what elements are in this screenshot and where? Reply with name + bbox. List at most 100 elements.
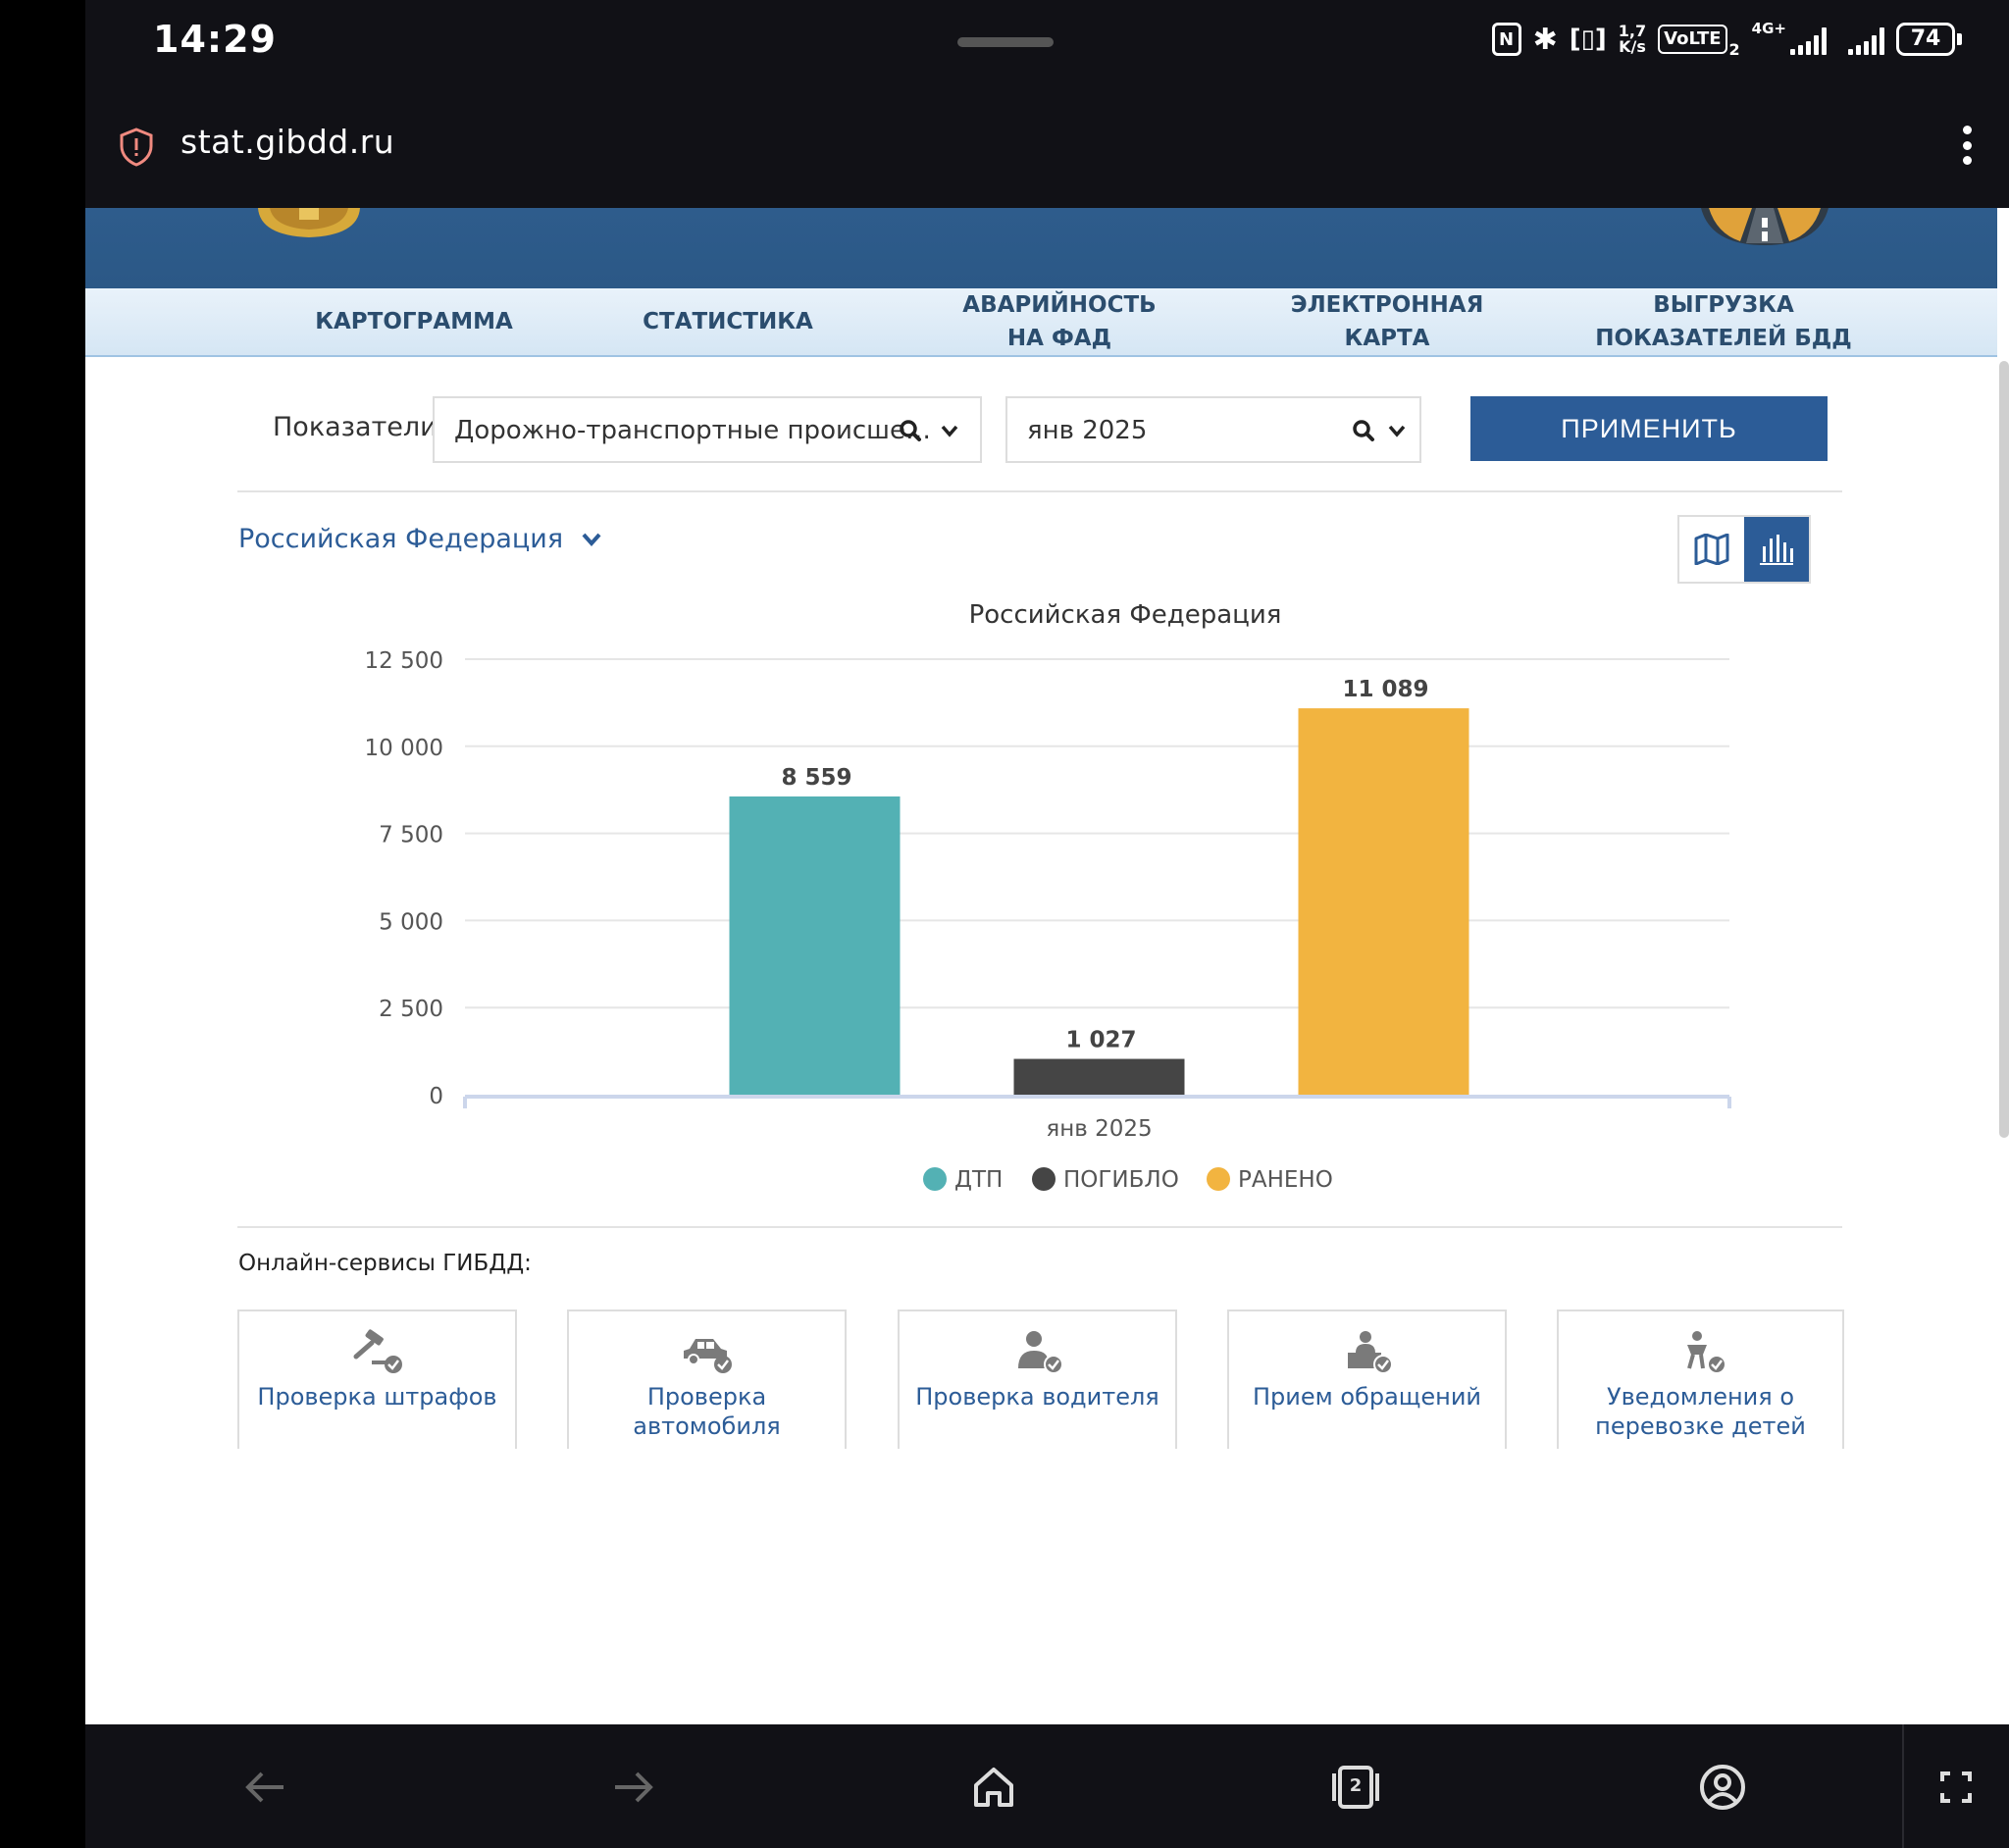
divider <box>237 1226 1842 1228</box>
legend-item: ДТП <box>954 1167 1003 1193</box>
service-label: Проверка автомобиля <box>633 1383 781 1440</box>
signal-sim1-icon <box>1790 24 1827 55</box>
car-check-icon <box>683 1339 732 1373</box>
bottom-nav-divider <box>1902 1724 1904 1848</box>
bar-ДТП <box>729 796 901 1095</box>
indicator-value: Дорожно-транспортные происше… <box>454 416 931 445</box>
legend-marker <box>1032 1167 1056 1191</box>
y-tick-label: 0 <box>429 1084 443 1109</box>
back-arrow-icon[interactable] <box>240 1762 291 1813</box>
bar-chart-icon <box>1760 535 1793 565</box>
service-check-car[interactable]: Проверка автомобиля <box>567 1309 847 1449</box>
volte-badge: VoLTE <box>1658 25 1727 54</box>
y-tick-label: 5 000 <box>379 909 443 935</box>
nav-statistics[interactable]: СТАТИСТИКА <box>576 288 880 355</box>
nfc-icon: N <box>1491 23 1521 56</box>
indicator-select[interactable]: Дорожно-транспортные происше… <box>433 396 982 463</box>
bluetooth-icon: ✱ <box>1532 22 1558 57</box>
divider <box>237 490 1842 492</box>
nav-label: АВАРИЙНОСТЬ НА ФАД <box>962 292 1157 351</box>
service-label: Прием обращений <box>1252 1383 1482 1411</box>
nav-label: КАРТОГРАММА <box>315 309 513 334</box>
emblem-icon[interactable] <box>250 208 368 237</box>
y-tick-label: 7 500 <box>379 823 443 848</box>
drag-handle[interactable] <box>957 37 1054 47</box>
net-speed: 1,7 K/s <box>1618 22 1647 56</box>
bar-chart: Российская Федерация 0 2 500 5 000 7 500 10 0… <box>237 589 1842 1197</box>
battery-icon: 74 <box>1896 23 1962 56</box>
indicators-label: Показатели <box>273 412 438 442</box>
browser-bottom-nav: 2 <box>85 1724 2009 1848</box>
site-info-shield-icon[interactable] <box>119 128 154 167</box>
main-nav: КАРТОГРАММА СТАТИСТИКА АВАРИЙНОСТЬ НА ФА… <box>85 288 1997 357</box>
chevron-down-icon <box>582 533 601 546</box>
chart-svg: Российская Федерация 0 2 500 5 000 7 500 10 0… <box>365 600 1731 1193</box>
map-icon <box>1694 534 1729 565</box>
service-appeals[interactable]: Прием обращений <box>1227 1309 1507 1449</box>
network-type: 4G+ <box>1751 20 1786 37</box>
data-label: 1 027 <box>1065 1028 1136 1053</box>
tabs-count: 2 <box>1349 1775 1363 1796</box>
nav-bdd-export[interactable]: ВЫГРУЗКА ПОКАЗАТЕЛЕЙ БДД <box>1562 288 1885 355</box>
chevron-down-icon[interactable] <box>1386 420 1408 441</box>
home-icon[interactable] <box>968 1762 1019 1813</box>
battery-level: 74 <box>1896 23 1955 56</box>
fullscreen-icon[interactable] <box>1931 1762 1982 1813</box>
tabs-button[interactable]: 2 <box>1330 1762 1381 1813</box>
services-title: Онлайн-сервисы ГИБДД: <box>238 1251 532 1276</box>
service-child-transport[interactable]: Уведомления о перевозке детей <box>1557 1309 1844 1449</box>
site-header <box>85 208 1997 288</box>
legend-marker <box>1207 1167 1230 1191</box>
url-text[interactable]: stat.gibdd.ru <box>180 123 395 161</box>
road-safety-logo-icon[interactable] <box>1701 208 1829 245</box>
service-label: Уведомления о перевозке детей <box>1595 1383 1806 1440</box>
chart-view-button[interactable] <box>1744 517 1809 582</box>
data-label: 8 559 <box>781 765 851 791</box>
menu-kebab-icon[interactable] <box>1962 126 1972 165</box>
chart-title: Российская Федерация <box>969 600 1282 630</box>
y-tick-label: 12 500 <box>365 648 443 674</box>
bar-ПОГИБЛО <box>1013 1058 1185 1095</box>
status-bar: 14:29 N ✱ [▯] 1,7 K/s VoLTE 2 4G+ 74 <box>85 0 2009 78</box>
search-icon[interactable] <box>1351 418 1376 443</box>
status-time: 14:29 <box>153 18 277 61</box>
service-check-fines[interactable]: Проверка штрафов <box>237 1309 517 1449</box>
service-label: Проверка штрафов <box>257 1383 497 1411</box>
tabs-icon <box>1332 1766 1379 1809</box>
gavel-check-icon <box>353 1329 402 1373</box>
reception-desk-icon <box>1347 1331 1393 1374</box>
driver-check-icon <box>1017 1331 1063 1374</box>
forward-arrow-icon[interactable] <box>607 1762 658 1813</box>
bar-РАНЕНО <box>1298 708 1469 1095</box>
nav-label: ВЫГРУЗКА ПОКАЗАТЕЛЕЙ БДД <box>1595 292 1852 351</box>
account-icon[interactable] <box>1697 1762 1748 1813</box>
view-toggle <box>1677 515 1811 584</box>
legend-marker <box>923 1167 947 1191</box>
sim2-label: 2 <box>1728 40 1740 59</box>
nav-electronic-map[interactable]: ЭЛЕКТРОННАЯ КАРТА <box>1235 288 1539 355</box>
browser-screen: 14:29 N ✱ [▯] 1,7 K/s VoLTE 2 4G+ 74 <box>85 0 2009 1848</box>
status-icons: N ✱ [▯] 1,7 K/s VoLTE 2 4G+ 74 <box>1491 20 1962 59</box>
nav-label: ЭЛЕКТРОННАЯ КАРТА <box>1290 292 1484 351</box>
region-selector[interactable]: Российская Федерация <box>238 524 602 554</box>
apply-button[interactable]: ПРИМЕНИТЬ <box>1470 396 1828 461</box>
vibrate-icon: [▯] <box>1569 25 1607 54</box>
period-value: янв 2025 <box>1027 416 1148 445</box>
nav-label: СТАТИСТИКА <box>643 309 813 334</box>
legend-item: ПОГИБЛО <box>1063 1167 1179 1193</box>
service-check-driver[interactable]: Проверка водителя <box>898 1309 1177 1449</box>
data-label: 11 089 <box>1342 677 1428 702</box>
y-tick-label: 2 500 <box>379 997 443 1022</box>
period-select[interactable]: янв 2025 <box>1005 396 1421 463</box>
map-view-button[interactable] <box>1679 517 1744 582</box>
chevron-down-icon[interactable] <box>939 420 960 441</box>
scrollbar[interactable] <box>1999 361 2009 1138</box>
signal-sim2-icon <box>1848 24 1884 55</box>
nav-cartogram[interactable]: КАРТОГРАММА <box>262 288 566 355</box>
child-check-icon <box>1686 1331 1726 1374</box>
address-bar: stat.gibdd.ru <box>85 78 2009 208</box>
search-icon[interactable] <box>898 418 923 443</box>
legend-item: РАНЕНО <box>1238 1167 1333 1193</box>
region-label: Российская Федерация <box>238 524 564 554</box>
nav-fad-accidents[interactable]: АВАРИЙНОСТЬ НА ФАД <box>907 288 1211 355</box>
